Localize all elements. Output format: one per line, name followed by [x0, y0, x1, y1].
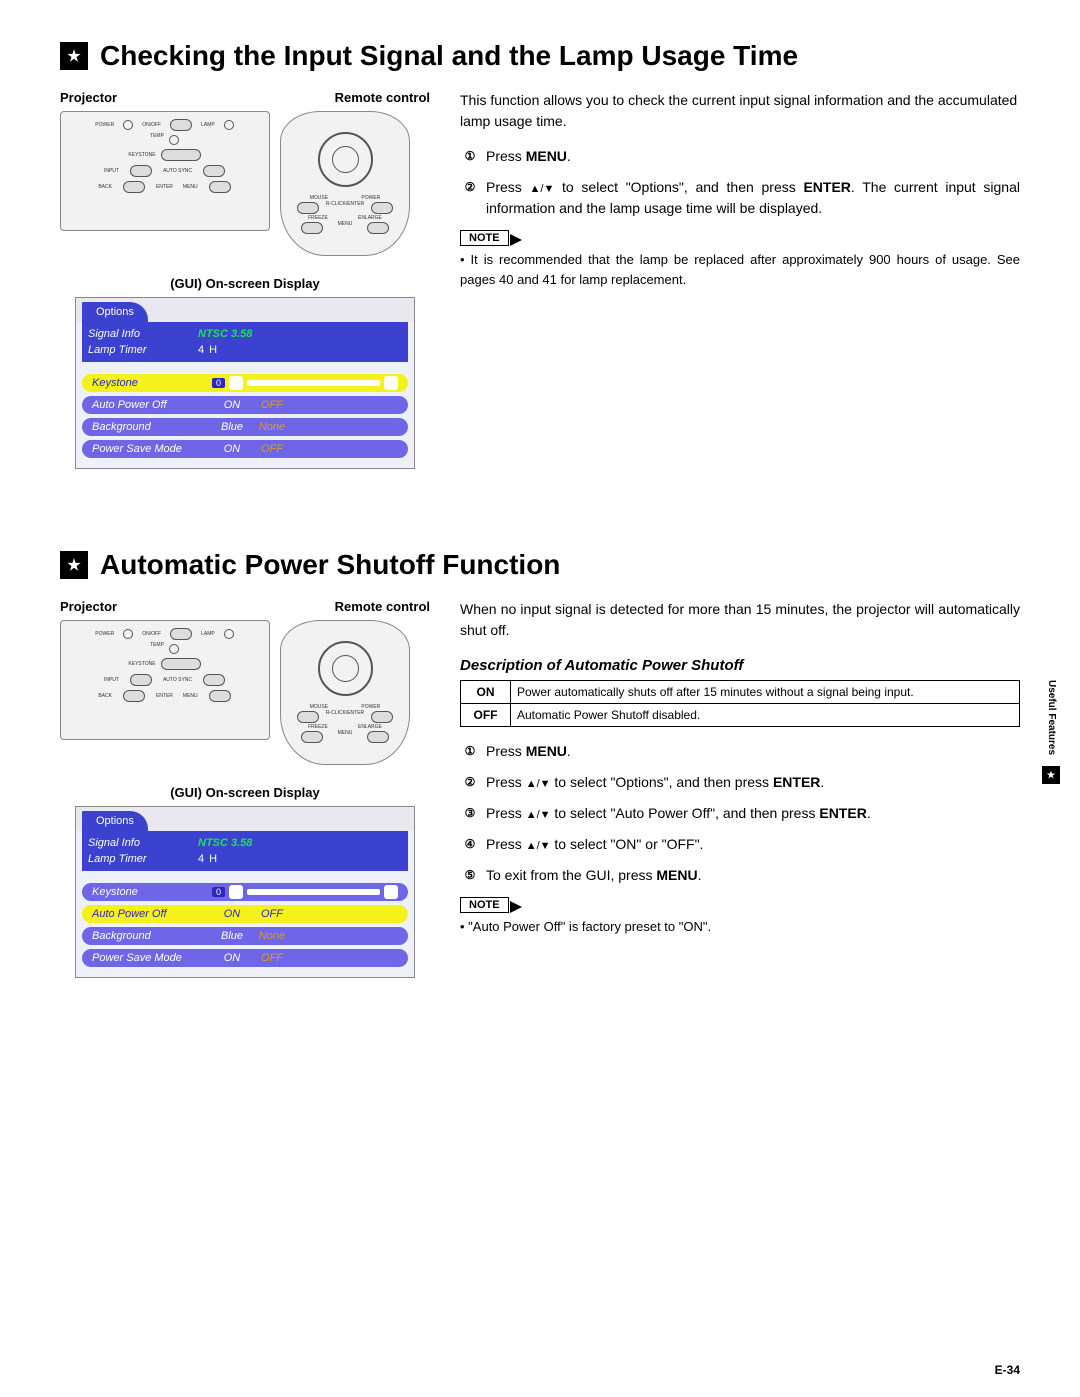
- note-label2: NOTE: [460, 897, 509, 913]
- osd-panel-2: Options Signal InfoNTSC 3.58 Lamp Timer4…: [75, 806, 415, 978]
- osd2-powersave-row: Power Save Mode ON OFF: [82, 949, 408, 967]
- projector-label2: Projector: [60, 599, 117, 614]
- projector-diagram: POWER ON/OFF LAMP TEMP KEYSTONE INPUT AU…: [60, 111, 270, 231]
- side-tab: Useful Features: [1042, 680, 1060, 784]
- section1-title: Checking the Input Signal and the Lamp U…: [100, 40, 798, 72]
- star-icon: [60, 551, 88, 579]
- s2-step5: ⑤ To exit from the GUI, press MENU.: [460, 865, 1020, 886]
- osd1-background-row: Background Blue None: [82, 418, 408, 436]
- s2-step1: ① Press MENU.: [460, 741, 1020, 762]
- projector-diagram2: POWER ON/OFF LAMP TEMP KEYSTONE INPUT AU…: [60, 620, 270, 740]
- s2-step2: ② Press ▲/▼ to select "Options", and the…: [460, 772, 1020, 793]
- desc-table: ON Power automatically shuts off after 1…: [460, 680, 1020, 727]
- step2: ② Press ▲/▼ to select "Options", and the…: [460, 177, 1020, 219]
- section1-title-row: Checking the Input Signal and the Lamp U…: [60, 40, 1020, 72]
- osd-tab2: Options: [82, 811, 148, 831]
- osd2-autopower-row: Auto Power Off ON OFF: [82, 905, 408, 923]
- osd1-keystone-row: Keystone 0: [82, 374, 408, 392]
- section2-title: Automatic Power Shutoff Function: [100, 549, 560, 581]
- up-down-icon: ▲/▼: [526, 838, 551, 855]
- page-number: E-34: [995, 1363, 1020, 1377]
- up-down-icon: ▲/▼: [526, 776, 551, 793]
- note-text2: • "Auto Power Off" is factory preset to …: [460, 917, 1020, 937]
- osd-tab: Options: [82, 302, 148, 322]
- osd1-powersave-row: Power Save Mode ON OFF: [82, 440, 408, 458]
- osd-panel-1: Options Signal InfoNTSC 3.58 Lamp Timer4…: [75, 297, 415, 469]
- step1: ① Press MENU.: [460, 146, 1020, 167]
- osd1-autopower-row: Auto Power Off ON OFF: [82, 396, 408, 414]
- section2-intro: When no input signal is detected for mor…: [460, 599, 1020, 641]
- up-down-icon: ▲/▼: [530, 181, 555, 198]
- remote-label2: Remote control: [335, 599, 430, 614]
- step-number-2: ②: [460, 177, 480, 197]
- section1-intro: This function allows you to check the cu…: [460, 90, 1020, 132]
- note-label: NOTE: [460, 230, 509, 246]
- projector-label: Projector: [60, 90, 117, 105]
- s2-step4: ④ Press ▲/▼ to select "ON" or "OFF".: [460, 834, 1020, 855]
- step-number-1: ①: [460, 146, 480, 166]
- gui-label2: (GUI) On-screen Display: [60, 785, 430, 800]
- note-text: • It is recommended that the lamp be rep…: [460, 250, 1020, 289]
- remote-label: Remote control: [335, 90, 430, 105]
- remote-diagram: MOUSEPOWER R-CLICK/ENTER FREEZEENLARGE M…: [280, 111, 410, 256]
- star-icon: [60, 42, 88, 70]
- section2-title-row: Automatic Power Shutoff Function: [60, 549, 1020, 581]
- osd2-background-row: Background Blue None: [82, 927, 408, 945]
- s2-step3: ③ Press ▲/▼ to select "Auto Power Off", …: [460, 803, 1020, 824]
- osd2-keystone-row: Keystone 0: [82, 883, 408, 901]
- desc-heading: Description of Automatic Power Shutoff: [460, 657, 1020, 674]
- star-icon: [1042, 766, 1060, 784]
- table-row: OFF Automatic Power Shutoff disabled.: [461, 704, 1020, 727]
- up-down-icon: ▲/▼: [526, 807, 551, 824]
- gui-label: (GUI) On-screen Display: [60, 276, 430, 291]
- table-row: ON Power automatically shuts off after 1…: [461, 681, 1020, 704]
- remote-diagram2: MOUSEPOWER R-CLICK/ENTER FREEZEENLARGE M…: [280, 620, 410, 765]
